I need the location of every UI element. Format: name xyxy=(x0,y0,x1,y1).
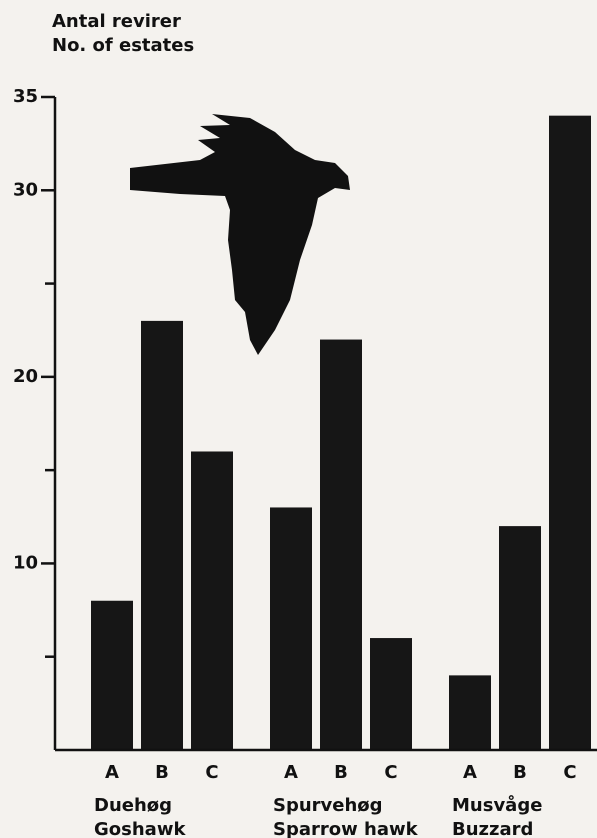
group-label: Spurvehøg xyxy=(273,795,383,816)
bar xyxy=(141,321,183,750)
bird-silhouette xyxy=(130,114,350,355)
group-label: Duehøg xyxy=(94,795,172,816)
x-tick-label: A xyxy=(463,762,477,783)
bar xyxy=(549,116,591,750)
y-tick-label: 20 xyxy=(13,366,38,387)
x-tick-label: B xyxy=(513,762,527,783)
x-tick-label: A xyxy=(105,762,119,783)
x-tick-label: C xyxy=(563,762,576,783)
y-axis-title: No. of estates xyxy=(52,35,194,56)
group-label: Musvåge xyxy=(452,794,542,816)
chart: Antal revirer No. of estates 10 20 30 35 A B C… xyxy=(0,0,597,838)
x-tick-label: B xyxy=(334,762,348,783)
bar xyxy=(91,601,133,750)
bar xyxy=(270,507,312,750)
y-axis-title: Antal revirer xyxy=(52,11,181,32)
y-tick-label: 30 xyxy=(13,179,38,200)
x-tick-label: C xyxy=(384,762,397,783)
group-label: Sparrow hawk xyxy=(273,819,419,838)
bar xyxy=(320,340,362,750)
bar xyxy=(499,526,541,750)
x-tick-label: A xyxy=(284,762,298,783)
x-tick-label: B xyxy=(155,762,169,783)
y-tick-label: 35 xyxy=(13,86,38,107)
bar xyxy=(449,675,491,750)
y-tick-label: 10 xyxy=(13,552,38,573)
x-tick-label: C xyxy=(205,762,218,783)
group-label: Goshawk xyxy=(94,819,186,838)
bar xyxy=(191,451,233,750)
bar xyxy=(370,638,412,750)
group-label: Buzzard xyxy=(452,819,533,838)
